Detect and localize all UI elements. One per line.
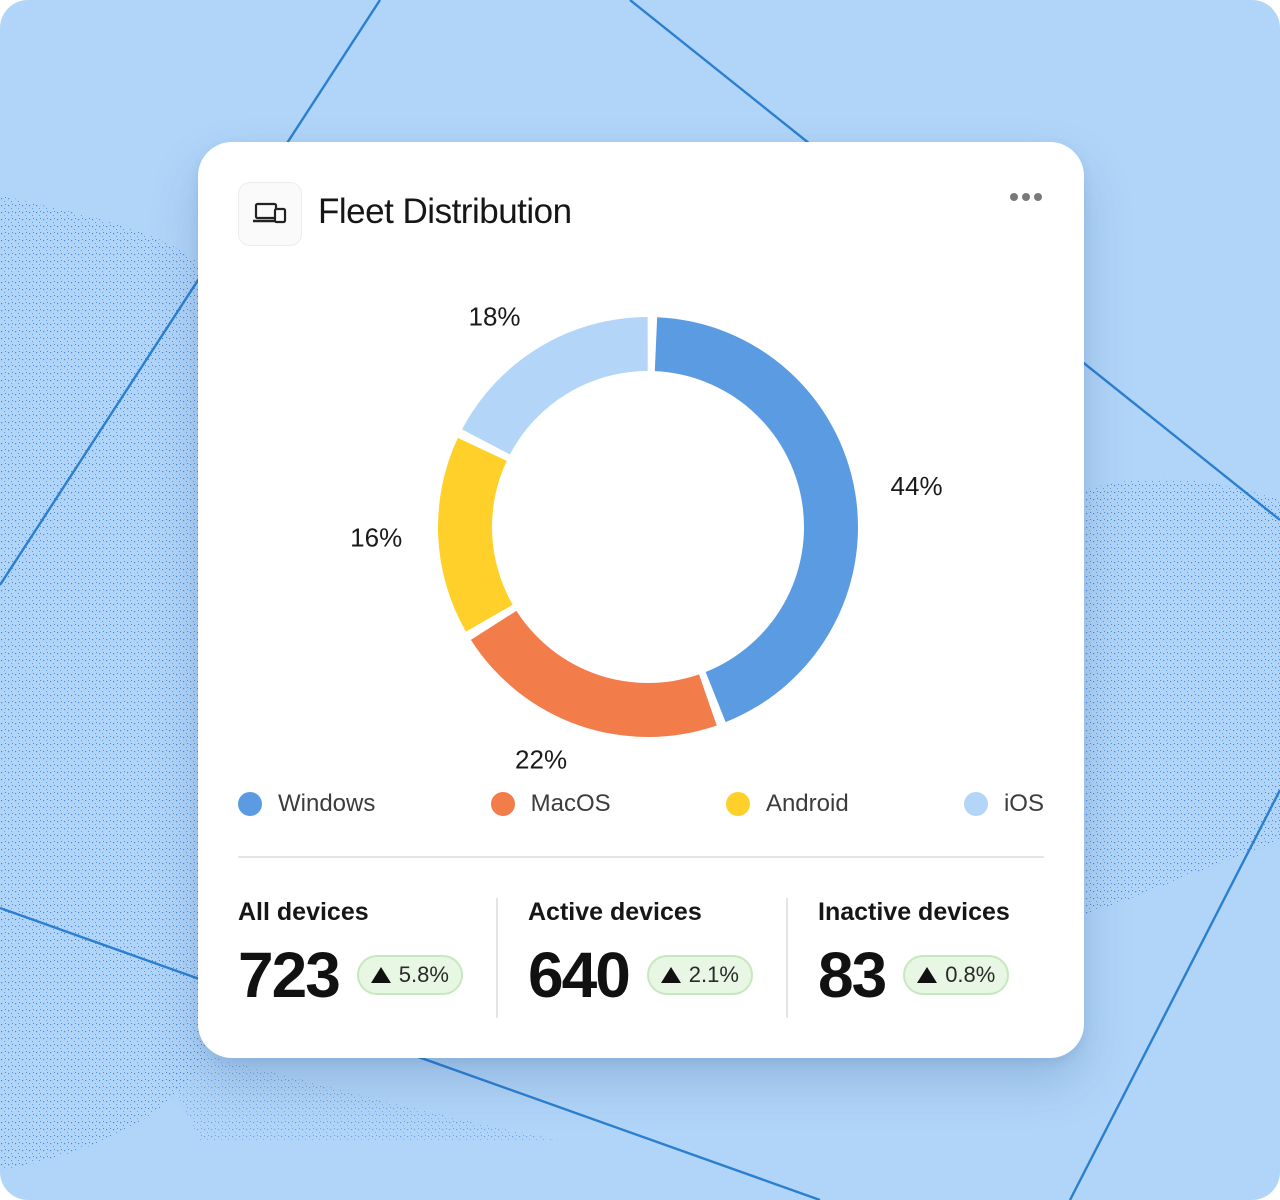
change-badge: 2.1% [646, 955, 753, 995]
stat-value: 83 [818, 939, 887, 1011]
stat-separator [496, 898, 498, 1018]
devices-icon [238, 182, 302, 246]
stat-separator [786, 898, 788, 1018]
triangle-up-icon [370, 967, 391, 983]
triangle-up-icon [660, 967, 681, 983]
speckle-band-right [1084, 479, 1280, 915]
legend-item-windows: Windows [238, 790, 375, 818]
legend-dot-macos [490, 792, 515, 816]
legend-item-macos: MacOS [490, 790, 611, 818]
stat-label: All devices [238, 898, 369, 926]
stat-label: Inactive devices [818, 898, 1010, 926]
speckle-band-bottom [150, 1040, 560, 1140]
change-value: 0.8% [945, 962, 996, 987]
stat-value: 640 [528, 939, 631, 1011]
divider [238, 856, 1044, 858]
legend-dot-windows [238, 792, 262, 816]
legend-label-ios: iOS [1003, 790, 1044, 817]
legend-item-android: Android [725, 790, 849, 818]
legend-item-ios: iOS [963, 790, 1044, 818]
card-title: Fleet Distribution [318, 192, 572, 231]
stat-active-devices: Active devices 640 2.1% [528, 898, 753, 1007]
donut-slice-ios [462, 317, 648, 455]
chart-legend: Windows MacOS Android iOS [238, 788, 1044, 820]
slice-label-ios: 18% [469, 302, 521, 332]
donut-slice-macos [470, 610, 717, 737]
stat-inactive-devices: Inactive devices 83 0.8% [818, 898, 1010, 1007]
legend-label-android: Android [765, 790, 849, 817]
change-badge: 0.8% [903, 955, 1010, 995]
donut-chart: 44% 22% 16% 18% [350, 302, 943, 775]
triangle-up-icon [917, 967, 938, 983]
change-value: 2.1% [688, 962, 739, 987]
change-badge: 5.8% [356, 955, 463, 995]
stat-all-devices: All devices 723 5.8% [238, 898, 463, 1007]
donut-slice-android [437, 437, 513, 632]
slice-label-android: 16% [350, 522, 402, 552]
stat-value: 723 [238, 939, 341, 1011]
change-value: 5.8% [398, 962, 449, 987]
slice-label-windows: 44% [891, 471, 943, 501]
legend-label-macos: MacOS [530, 790, 611, 817]
speckle-band-left [0, 195, 205, 1170]
donut-slice-windows [654, 317, 859, 723]
fleet-distribution-card: Fleet Distribution 44% 22% 16% 18% Windows … [198, 142, 1084, 1058]
legend-dot-ios [963, 792, 988, 816]
slice-label-macos: 22% [515, 744, 567, 774]
legend-label-windows: Windows [278, 790, 376, 817]
more-options-icon[interactable] [1004, 186, 1048, 208]
legend-dot-android [725, 792, 750, 816]
stat-label: Active devices [528, 898, 702, 926]
